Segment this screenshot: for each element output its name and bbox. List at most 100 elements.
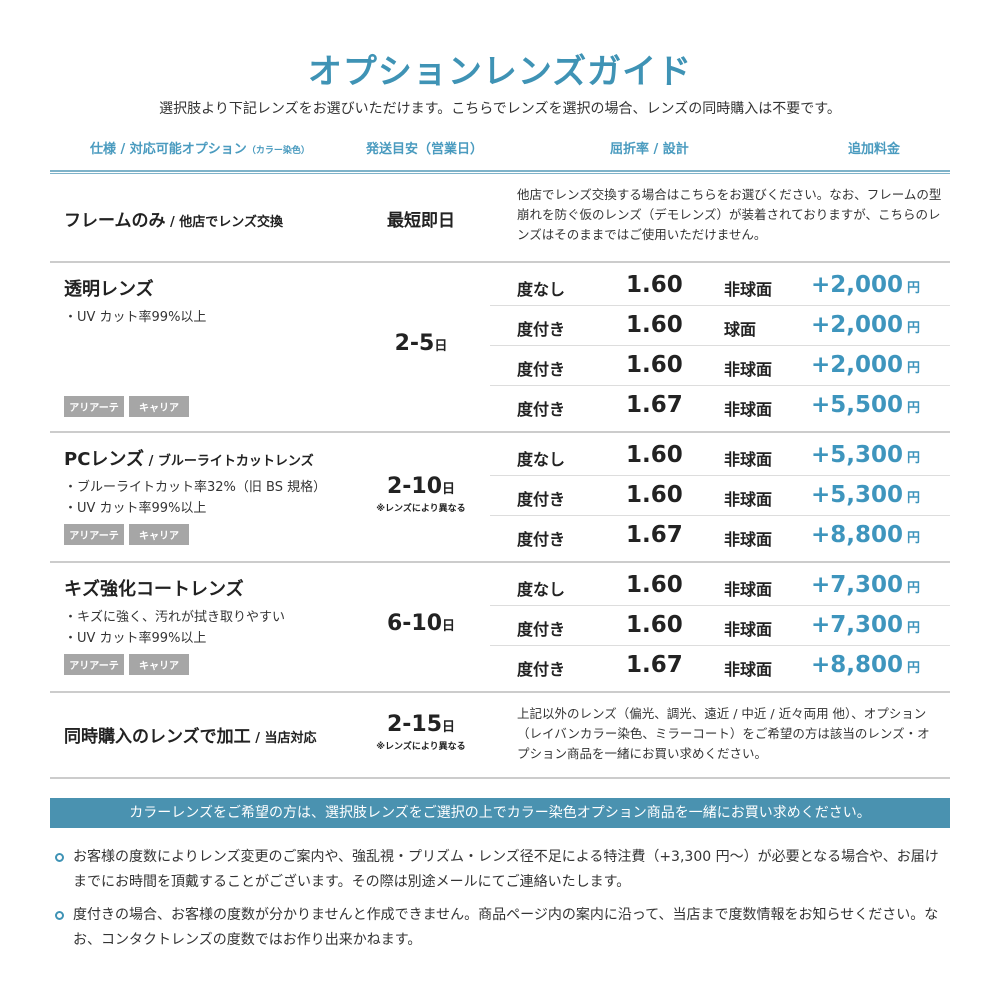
prescription-label: 度付き bbox=[517, 530, 566, 549]
lens-option-row: 度付き 1.67 非球面 +8,800 円 bbox=[490, 516, 950, 556]
additional-price: +5,500 円 bbox=[811, 392, 920, 418]
prescription-label: 度付き bbox=[517, 620, 566, 639]
lens-option-row: 度付き 1.60 非球面 +2,000 円 bbox=[490, 346, 950, 386]
option-tags: アリアーテ キャリア bbox=[64, 396, 194, 417]
option-tag: アリアーテ bbox=[64, 654, 124, 675]
option-tag: キャリア bbox=[129, 396, 189, 417]
price-value: +5,300 bbox=[810, 482, 903, 508]
additional-price: +2,000 円 bbox=[811, 352, 920, 378]
additional-price: +2,000 円 bbox=[811, 312, 920, 338]
note-item: 度付きの場合、お客様の度数が分かりませんと作成できません。商品ページ内の案内に沿… bbox=[55, 903, 950, 953]
price-unit: 円 bbox=[906, 321, 920, 336]
section-title: 透明レンズ bbox=[64, 275, 154, 301]
refractive-index: 1.67 bbox=[626, 652, 683, 678]
days-note: ※レンズにより異なる bbox=[376, 742, 466, 752]
price-value: +8,800 bbox=[810, 522, 903, 548]
section-title-main: PCレンズ bbox=[64, 449, 145, 470]
additional-price: +8,800 円 bbox=[811, 652, 920, 678]
feature-text: ・UV カット率99%以上 bbox=[64, 501, 207, 516]
prescription-label: 度付き bbox=[517, 360, 566, 379]
same-time-note: 上記以外のレンズ（偏光、調光、遠近 / 中近 / 近々両用 他）、オプション（レ… bbox=[517, 706, 930, 761]
price-unit: 円 bbox=[906, 281, 920, 296]
row-divider bbox=[490, 305, 950, 306]
frame-only-title-sub: / 他店でレンズ交換 bbox=[165, 215, 284, 230]
option-tag: アリアーテ bbox=[64, 524, 124, 545]
circle-bullet-icon bbox=[55, 853, 64, 862]
row-divider bbox=[490, 515, 950, 516]
additional-price: +5,300 円 bbox=[811, 442, 920, 468]
price-value: +2,000 bbox=[810, 272, 903, 298]
refractive-index: 1.60 bbox=[626, 572, 683, 598]
price-value: +5,300 bbox=[810, 442, 903, 468]
header-divider bbox=[50, 170, 950, 174]
feature-text: ・ブルーライトカット率32%（旧 BS 規格） bbox=[64, 480, 327, 495]
lens-design: 非球面 bbox=[724, 660, 773, 679]
section-title: PCレンズ / ブルーライトカットレンズ bbox=[64, 445, 314, 471]
header-spec-label: 仕様 / 対応可能オプション bbox=[90, 142, 247, 157]
prescription-label: 度付き bbox=[517, 490, 566, 509]
note-text: 度付きの場合、お客様の度数が分かりませんと作成できません。商品ページ内の案内に沿… bbox=[73, 907, 939, 948]
additional-price: +8,800 円 bbox=[811, 522, 920, 548]
price-unit: 円 bbox=[906, 491, 920, 506]
same-time-title-main: 同時購入のレンズで加工 bbox=[64, 727, 251, 747]
section-title: キズ強化コートレンズ bbox=[64, 575, 244, 601]
feature-text: ・UV カット率99%以上 bbox=[64, 310, 207, 325]
note-text: お客様の度数によりレンズ変更のご案内や、強乱視・プリズム・レンズ径不足による特注… bbox=[73, 849, 939, 890]
days-value: 2-15 bbox=[386, 712, 443, 737]
option-tags: アリアーテ キャリア bbox=[64, 524, 194, 545]
refractive-index: 1.60 bbox=[626, 482, 683, 508]
refractive-index: 1.67 bbox=[626, 392, 683, 418]
price-value: +8,800 bbox=[810, 652, 903, 678]
refractive-index: 1.60 bbox=[626, 312, 683, 338]
lens-option-row: 度付き 1.60 非球面 +5,300 円 bbox=[490, 476, 950, 516]
header-index: 屈折率 / 設計 bbox=[610, 142, 689, 157]
price-value: +7,300 bbox=[810, 612, 903, 638]
header-price: 追加料金 bbox=[848, 142, 901, 157]
option-tag: キャリア bbox=[129, 524, 189, 545]
option-tag: キャリア bbox=[129, 654, 189, 675]
prescription-label: 度なし bbox=[517, 580, 566, 599]
days-unit: 日 bbox=[434, 339, 448, 354]
days-value: 2-5 bbox=[394, 331, 435, 356]
price-value: +7,300 bbox=[810, 572, 903, 598]
shipping-days: 6-10日 bbox=[360, 611, 482, 636]
refractive-index: 1.67 bbox=[626, 522, 683, 548]
prescription-label: 度付き bbox=[517, 660, 566, 679]
lens-design: 非球面 bbox=[724, 360, 773, 379]
shipping-days: 2-10日 ※レンズにより異なる bbox=[360, 474, 482, 514]
additional-price: +7,300 円 bbox=[811, 572, 920, 598]
refractive-index: 1.60 bbox=[626, 612, 683, 638]
lens-design: 球面 bbox=[724, 320, 757, 339]
header-spec: 仕様 / 対応可能オプション（カラー染色） bbox=[90, 138, 310, 157]
refractive-index: 1.60 bbox=[626, 272, 683, 298]
lens-option-row: 度付き 1.67 非球面 +8,800 円 bbox=[490, 646, 950, 686]
lens-option-row: 度なし 1.60 非球面 +7,300 円 bbox=[490, 566, 950, 606]
option-tags: アリアーテ キャリア bbox=[64, 654, 194, 675]
page-subtitle: 選択肢より下記レンズをお選びいただけます。こちらでレンズを選択の場合、レンズの同… bbox=[159, 101, 841, 117]
section-title-main: キズ強化コートレンズ bbox=[64, 579, 244, 600]
divider bbox=[50, 777, 950, 779]
divider bbox=[50, 561, 950, 563]
price-value: +5,500 bbox=[810, 392, 903, 418]
prescription-label: 度なし bbox=[517, 280, 566, 299]
price-unit: 円 bbox=[906, 401, 920, 416]
same-time-title: 同時購入のレンズで加工 / 当店対応 bbox=[64, 722, 316, 747]
frame-only-days: 最短即日 bbox=[387, 211, 455, 231]
lens-design: 非球面 bbox=[724, 490, 773, 509]
shipping-days: 2-5日 bbox=[360, 331, 482, 356]
lens-design: 非球面 bbox=[724, 280, 773, 299]
price-unit: 円 bbox=[906, 661, 920, 676]
days-value: 2-10 bbox=[386, 474, 443, 499]
additional-price: +5,300 円 bbox=[811, 482, 920, 508]
refractive-index: 1.60 bbox=[626, 442, 683, 468]
price-unit: 円 bbox=[906, 581, 920, 596]
color-lens-banner: カラーレンズをご希望の方は、選択肢レンズをご選択の上でカラー染色オプション商品を… bbox=[50, 798, 950, 828]
divider bbox=[50, 261, 950, 263]
frame-only-title-main: フレームのみ bbox=[64, 211, 166, 231]
additional-price: +7,300 円 bbox=[811, 612, 920, 638]
days-unit: 日 bbox=[442, 482, 456, 497]
lens-option-row: 度付き 1.60 非球面 +7,300 円 bbox=[490, 606, 950, 646]
lens-option-row: 度付き 1.67 非球面 +5,500 円 bbox=[490, 386, 950, 426]
feature-text: ・UV カット率99%以上 bbox=[64, 631, 207, 646]
prescription-label: 度付き bbox=[517, 320, 566, 339]
